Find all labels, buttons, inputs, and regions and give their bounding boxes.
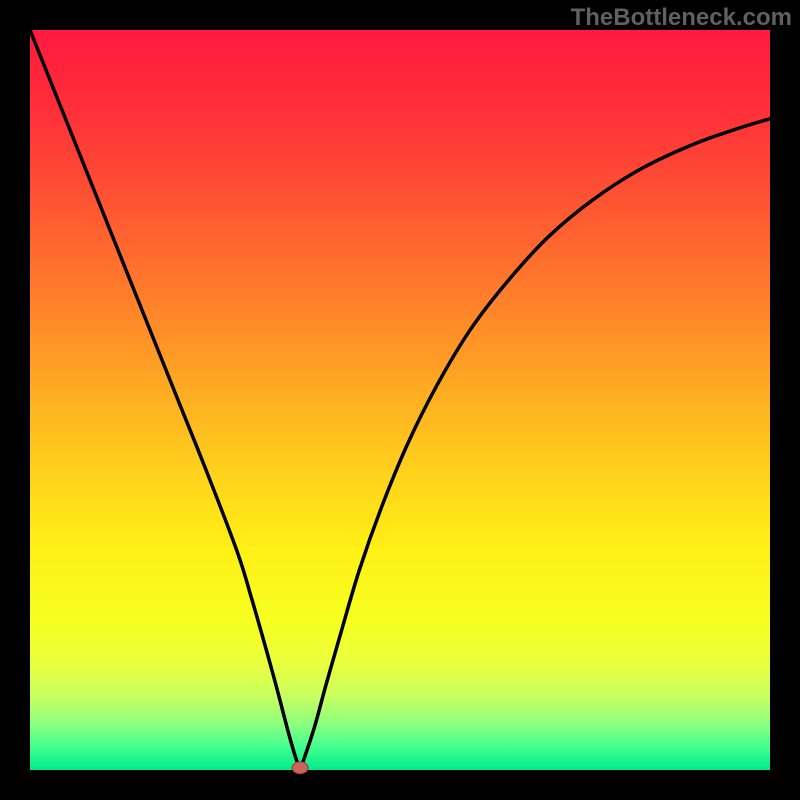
bottleneck-chart: [0, 0, 800, 800]
plot-background-gradient: [30, 30, 770, 770]
watermark-text: TheBottleneck.com: [571, 4, 792, 32]
minimum-marker: [292, 762, 308, 774]
